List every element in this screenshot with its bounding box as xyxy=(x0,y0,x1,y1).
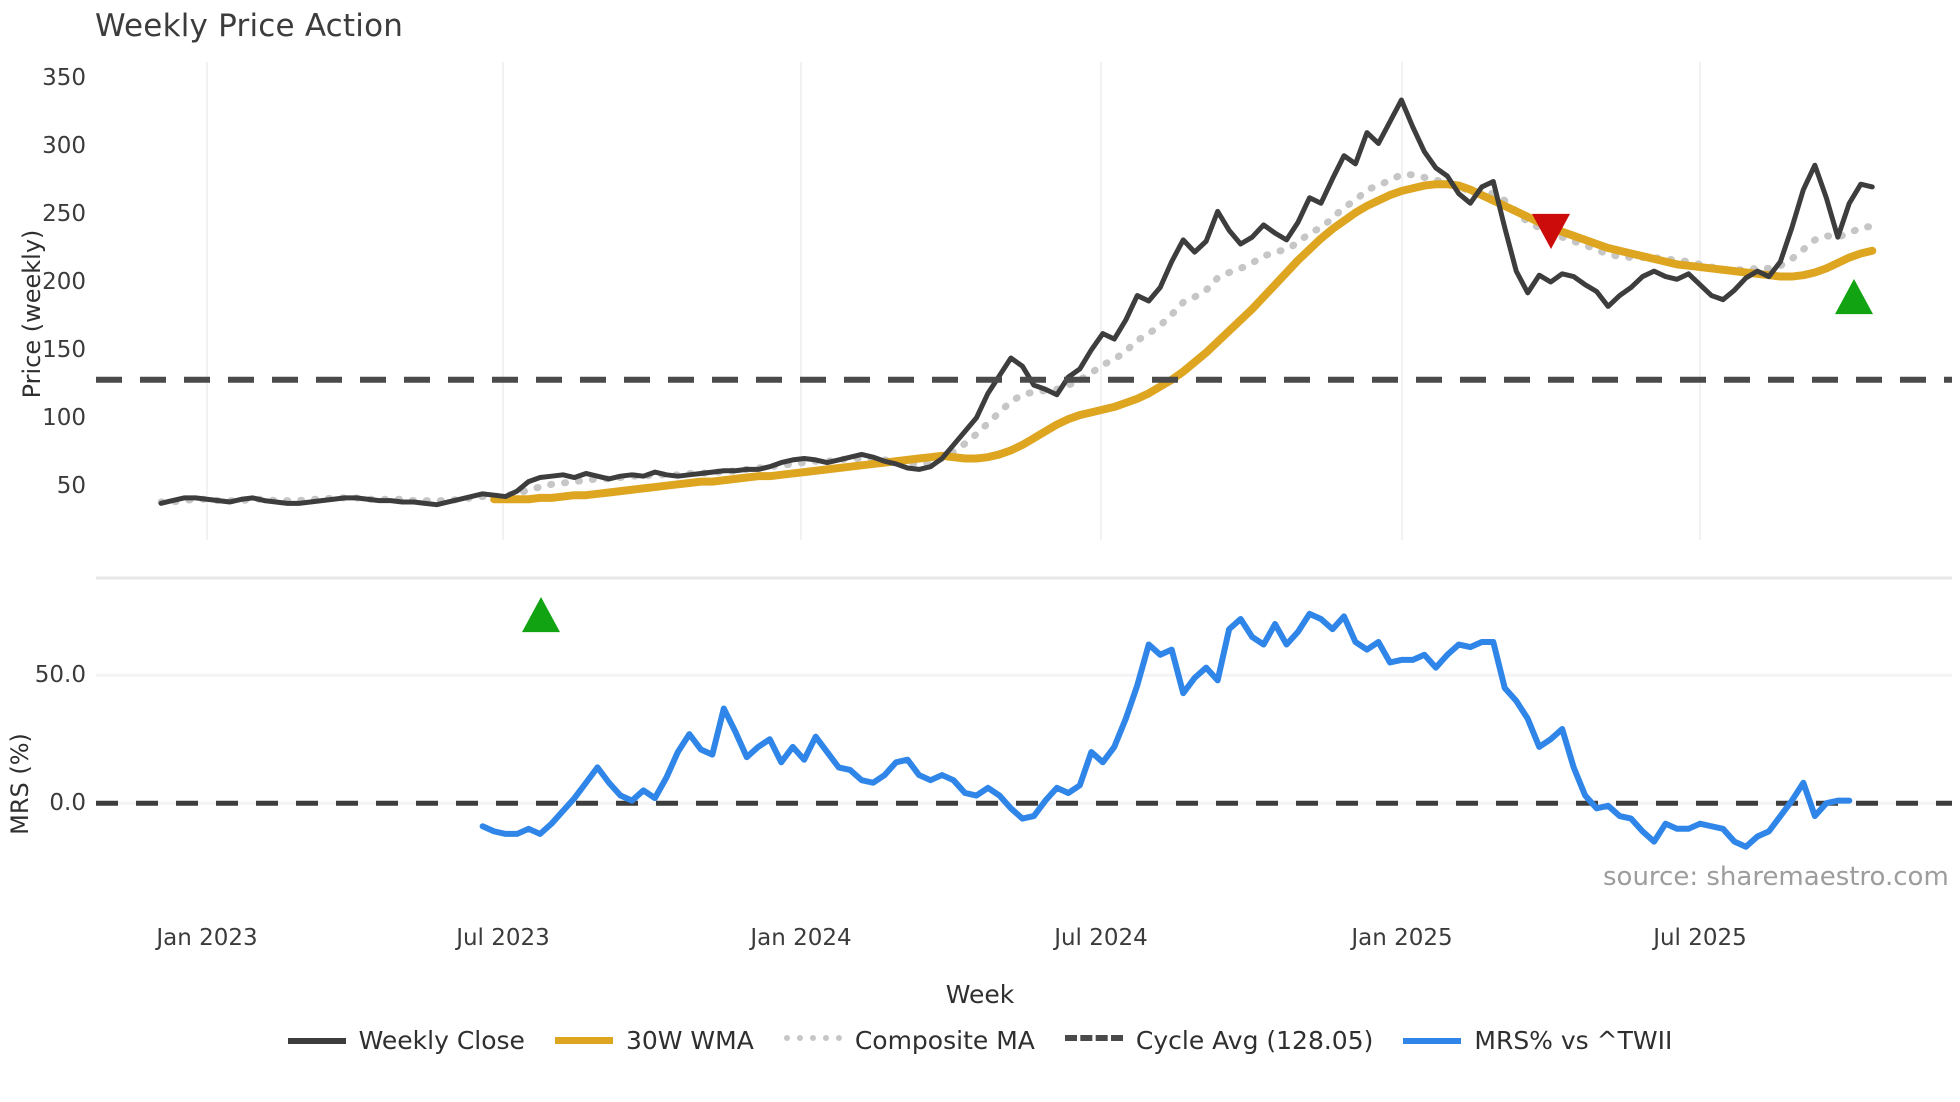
price-y-tick: 300 xyxy=(42,133,86,160)
price-y-tick: 350 xyxy=(42,65,86,92)
series-composite-ma xyxy=(157,171,1876,506)
legend-swatch-solid-blue xyxy=(1403,1037,1462,1044)
series-30w-wma xyxy=(490,180,1877,504)
sell-signal-marker xyxy=(1532,213,1570,249)
x-tick: Jul 2023 xyxy=(456,925,550,951)
legend-item[interactable]: Weekly Close xyxy=(287,1026,525,1055)
x-axis-label: Week xyxy=(945,980,1015,1009)
price-y-tick: 250 xyxy=(42,201,86,228)
legend-label: Composite MA xyxy=(854,1026,1035,1055)
chart-legend: Weekly Close 30W WMA Composite MA Cycle Avg… xyxy=(0,1026,1960,1055)
x-tick: Jan 2024 xyxy=(750,925,852,951)
price-y-tick: 150 xyxy=(42,336,86,363)
legend-label: 30W WMA xyxy=(625,1026,754,1055)
legend-swatch-solid-dark xyxy=(287,1037,346,1044)
series-mrs xyxy=(479,610,1853,850)
price-y-tick: 200 xyxy=(42,268,86,295)
legend-label: Weekly Close xyxy=(358,1026,525,1055)
source-watermark: source: sharemaestro.com xyxy=(1603,862,1949,892)
buy-signal-marker xyxy=(522,597,560,633)
legend-item[interactable]: Cycle Avg (128.05) xyxy=(1064,1026,1374,1055)
series-weekly-close xyxy=(158,97,1875,508)
legend-item[interactable]: 30W WMA xyxy=(554,1026,754,1055)
x-tick: Jan 2023 xyxy=(156,925,258,951)
x-tick: Jul 2025 xyxy=(1653,925,1747,951)
legend-item[interactable]: Composite MA xyxy=(783,1026,1035,1055)
x-tick: Jan 2025 xyxy=(1351,925,1453,951)
legend-swatch-solid-gold xyxy=(554,1037,613,1044)
x-tick: Jul 2024 xyxy=(1054,925,1148,951)
price-y-tick: 100 xyxy=(42,404,86,431)
legend-item[interactable]: MRS% vs ^TWII xyxy=(1403,1026,1672,1055)
price-y-tick: 50 xyxy=(56,472,86,499)
mrs-y-tick: 0.0 xyxy=(49,790,86,817)
legend-swatch-dotted-grey xyxy=(783,1034,842,1047)
legend-label: MRS% vs ^TWII xyxy=(1474,1026,1673,1055)
page-title: Weekly Price Action xyxy=(95,8,404,44)
legend-label: Cycle Avg (128.05) xyxy=(1135,1026,1374,1055)
legend-swatch-dashed-dark xyxy=(1064,1034,1123,1047)
mrs-y-tick: 50.0 xyxy=(34,662,86,689)
buy-signal-marker xyxy=(1835,279,1873,315)
